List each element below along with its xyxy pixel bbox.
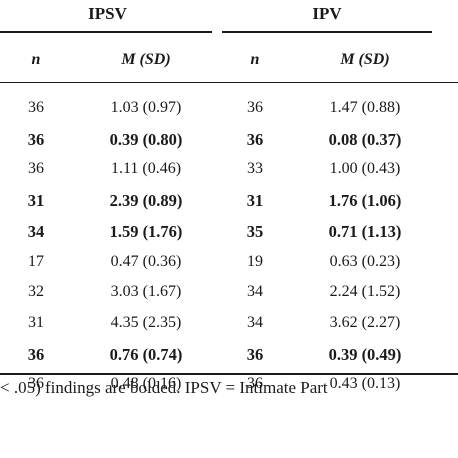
cell-ipv-n: 34 [247, 283, 263, 301]
cell-ipv-n: 36 [246, 129, 264, 149]
cell-ipsv-n: 31 [27, 191, 45, 211]
group-header-ipsv: IPSV [88, 4, 127, 23]
cell-ipsv-msd: 3.03 (1.67) [110, 283, 182, 301]
column-header-ipv-n: n [250, 51, 260, 68]
group-rule-ipsv [0, 31, 212, 33]
table-footnote: < .05) findings are bolded. IPSV = Intim… [0, 378, 328, 397]
cell-ipsv-n: 36 [27, 344, 45, 364]
cell-ipv-n: 33 [247, 160, 263, 178]
cell-ipsv-msd: 2.39 (0.89) [109, 191, 183, 211]
cell-ipv-n: 36 [247, 375, 263, 393]
group-rule-ipv [222, 31, 432, 33]
group-header-ipv: IPV [312, 4, 342, 23]
cell-ipsv-msd: 1.59 (1.76) [109, 221, 183, 241]
cell-ipsv-n: 36 [27, 129, 45, 149]
cell-ipsv-msd: 1.11 (0.46) [110, 160, 182, 178]
bottom-rule [0, 373, 458, 375]
cell-ipv-msd: 2.24 (1.52) [329, 283, 401, 301]
cell-ipsv-msd: 0.39 (0.80) [109, 129, 183, 149]
cell-ipsv-msd: 4.35 (2.35) [110, 313, 182, 331]
cell-ipv-msd: 0.63 (0.23) [329, 252, 401, 270]
cell-ipsv-n: 36 [28, 160, 44, 178]
cell-ipsv-n: 17 [28, 252, 44, 270]
cell-ipv-msd: 3.62 (2.27) [329, 313, 401, 331]
cell-ipsv-msd: 1.03 (0.97) [110, 99, 182, 116]
cell-ipsv-n: 32 [28, 283, 44, 301]
cell-ipv-n: 35 [246, 221, 264, 241]
cell-ipsv-n: 36 [28, 99, 44, 116]
cell-ipv-msd: 1.47 (0.88) [329, 99, 401, 116]
cell-ipv-n: 36 [246, 344, 264, 364]
cell-ipv-msd: 0.08 (0.37) [328, 129, 402, 149]
cell-ipsv-msd: 0.47 (0.36) [110, 252, 182, 270]
cell-ipv-msd: 0.71 (1.13) [328, 221, 402, 241]
cell-ipv-n: 31 [246, 191, 264, 211]
cell-ipv-msd: 0.39 (0.49) [328, 344, 402, 364]
cell-ipsv-n: 34 [27, 221, 45, 241]
header-rule [0, 82, 458, 84]
column-header-ipsv-msd: M (SD) [121, 51, 171, 68]
cell-ipv-n: 19 [247, 252, 263, 270]
cell-ipsv-n: 36 [28, 375, 44, 393]
cell-ipv-n: 36 [247, 99, 263, 116]
cell-ipsv-n: 31 [28, 313, 44, 331]
column-header-ipsv-n: n [31, 51, 41, 68]
cell-ipv-msd: 0.43 (0.13) [329, 375, 401, 393]
cell-ipsv-msd: 0.48 (0.16) [110, 375, 182, 393]
cell-ipv-msd: 1.00 (0.43) [329, 160, 401, 178]
cell-ipv-n: 34 [247, 313, 263, 331]
cell-ipv-msd: 1.76 (1.06) [328, 191, 402, 211]
cell-ipsv-msd: 0.76 (0.74) [109, 344, 183, 364]
column-header-ipv-msd: M (SD) [340, 51, 390, 68]
